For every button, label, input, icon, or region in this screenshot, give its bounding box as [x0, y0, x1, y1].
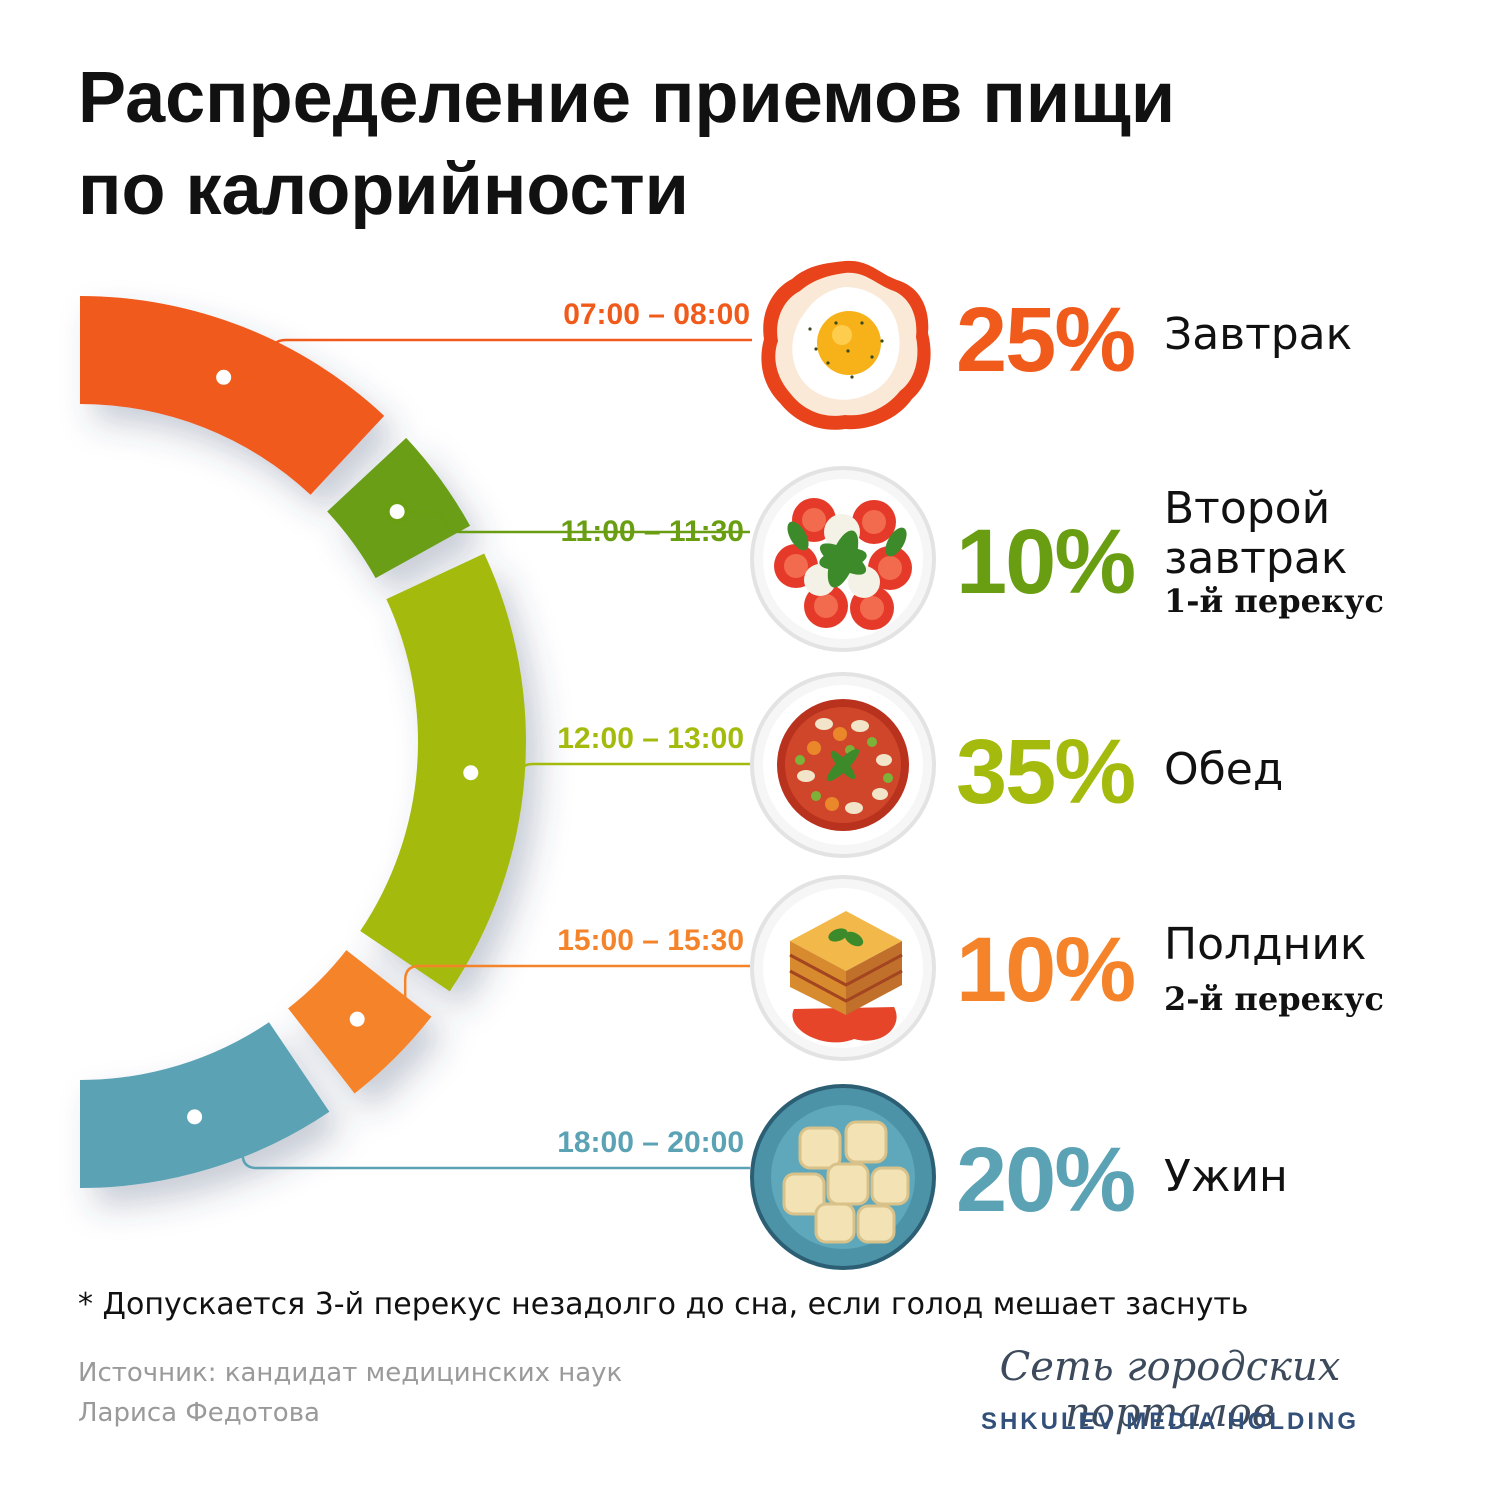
chart-title: Распределение приемов пищи по калорийнос…: [78, 52, 1378, 236]
percent-second-breakfast: 10%: [956, 511, 1136, 613]
title-line-2: по калорийности: [78, 150, 689, 230]
title-line-1: Распределение приемов пищи: [78, 58, 1176, 138]
lasagna-icon: [750, 875, 936, 1061]
time-label-second-breakfast: 11:00 – 11:30: [560, 515, 744, 548]
percent-breakfast: 25%: [956, 289, 1136, 391]
source-line-1: Источник: кандидат медицинских наук: [78, 1358, 623, 1388]
slice-breakfast: [80, 296, 385, 495]
time-label-lunch: 12:00 – 13:00: [557, 722, 744, 755]
soup-icon: [750, 672, 936, 858]
percent-lunch: 35%: [956, 721, 1136, 823]
time-label-breakfast: 07:00 – 08:00: [563, 298, 750, 331]
connector-dot-lunch: [458, 760, 484, 786]
sublabel-second-breakfast: 1-й перекус: [1164, 582, 1385, 620]
connector-line-breakfast: [223, 338, 752, 379]
connector-dot-second-breakfast: [384, 499, 410, 525]
source: Источник: кандидат медицинских наук Лари…: [78, 1353, 622, 1433]
percent-afternoon-snack: 10%: [956, 919, 1136, 1021]
slice-dinner: [80, 1022, 330, 1188]
connector-line-dinner: [194, 1115, 750, 1170]
label-second-breakfast-line-2: завтрак: [1164, 533, 1348, 584]
label-second-breakfast-line-1: Второй: [1164, 483, 1331, 534]
fried-egg-icon: [752, 253, 938, 439]
time-label-dinner: 18:00 – 20:00: [557, 1126, 744, 1159]
label-breakfast: Завтрак: [1164, 309, 1353, 360]
time-label-afternoon-snack: 15:00 – 15:30: [557, 924, 744, 957]
connector-dot-afternoon-snack: [344, 1006, 370, 1032]
connector-dot-breakfast: [211, 364, 237, 390]
brand-logo-text: Сеть городских порталов: [999, 1344, 1341, 1436]
brand-holding-text: SHKULEV MEDIA HOLDING: [980, 1408, 1360, 1435]
percent-dinner: 20%: [956, 1129, 1136, 1231]
label-dinner: Ужин: [1164, 1151, 1288, 1202]
connector-dot-dinner: [182, 1104, 208, 1130]
label-afternoon-snack: Полдник: [1164, 919, 1367, 970]
ravioli-icon: [750, 1084, 936, 1270]
connector-line-second-breakfast: [397, 510, 750, 534]
label-second-breakfast: Второй завтрак: [1164, 484, 1347, 584]
label-lunch: Обед: [1164, 744, 1284, 795]
footnote: * Допускается 3-й перекус незадолго до с…: [78, 1287, 1249, 1322]
sublabel-afternoon-snack: 2-й перекус: [1164, 980, 1385, 1018]
slice-lunch: [360, 553, 527, 992]
connector-line-afternoon-snack: [357, 964, 750, 1021]
caprese-salad-icon: [750, 466, 936, 652]
connector-line-lunch: [470, 758, 750, 779]
source-line-2: Лариса Федотова: [78, 1398, 320, 1428]
